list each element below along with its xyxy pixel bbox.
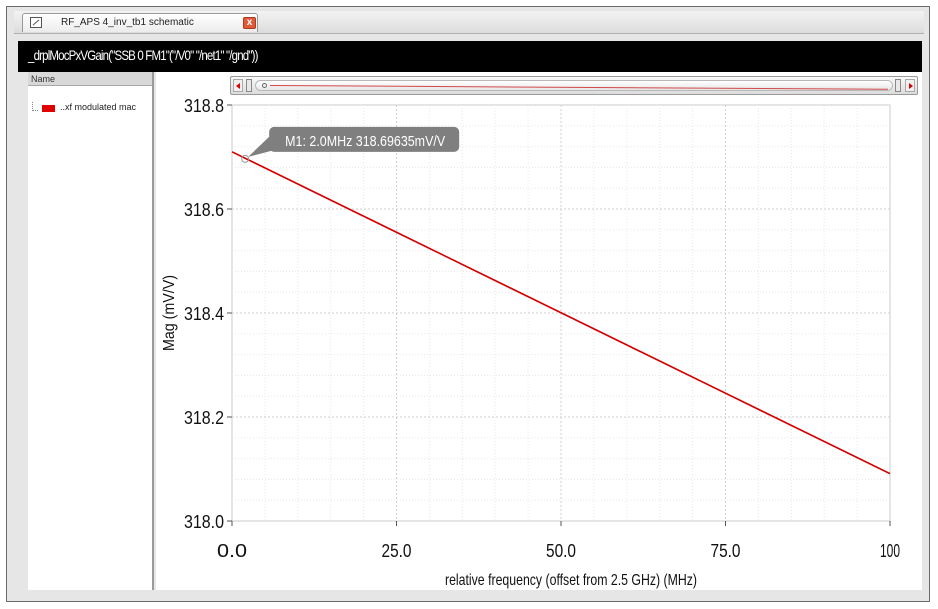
y-tick-label: 318.4 [184,304,224,324]
y-axis-label: Mag (mV/V) [161,275,178,351]
tab-bar: RF_APS 4_inv_tb1 schematic x [14,11,924,34]
y-tick-label: 318.8 [184,96,224,116]
grid-lines [231,104,891,522]
legend-item-label: ..xf modulated mac [60,102,137,112]
marker-point [241,154,250,163]
close-icon[interactable]: x [243,17,256,29]
x-tick-label: 25.0 [382,541,412,561]
legend-header: Name [28,72,152,86]
plot-title: _drplMocPxVGain("SSB 0 FM1"("/V0" "/net1… [28,47,258,63]
x-tick-label: 75.0 [711,541,741,561]
x-tick-label: 50.0 [546,541,576,561]
scroll-dot-icon [262,83,267,88]
x-tick-label: 100 [880,541,900,561]
scroll-left-icon[interactable] [233,79,243,92]
scroll-right-icon[interactable] [905,79,915,92]
y-tick-label: 318.0 [184,512,224,532]
scroll-thumb[interactable] [255,80,893,91]
legend-panel: Name ..xf modulated mac [28,72,154,590]
tab-schematic[interactable]: RF_APS 4_inv_tb1 schematic x [22,13,258,32]
plot-title-bar: _drplMocPxVGain("SSB 0 FM1"("/V0" "/net1… [18,41,922,72]
tree-connector-icon [32,102,38,111]
marker-label: M1: 2.0MHz 318.69635mV/V [285,133,445,150]
scroll-handle-right[interactable] [895,79,901,92]
scroll-handle-left[interactable] [246,79,252,92]
horizontal-scrollbar[interactable] [230,76,918,95]
tab-label: RF_APS 4_inv_tb1 schematic [61,17,194,28]
x-axis-label: relative frequency (offset from 2.5 GHz)… [445,572,697,589]
legend-item[interactable]: ..xf modulated mac [32,102,152,116]
marker-callout-pointer [248,134,272,157]
x-tick-label: 0.0 [217,541,247,561]
y-tick-label: 318.6 [184,200,224,220]
series-line [231,151,891,475]
scroll-preview-line [269,85,888,90]
schematic-icon [30,17,42,28]
series-color-swatch [42,105,55,112]
y-tick-label: 318.2 [184,408,224,428]
marker-callout-box [269,126,460,152]
